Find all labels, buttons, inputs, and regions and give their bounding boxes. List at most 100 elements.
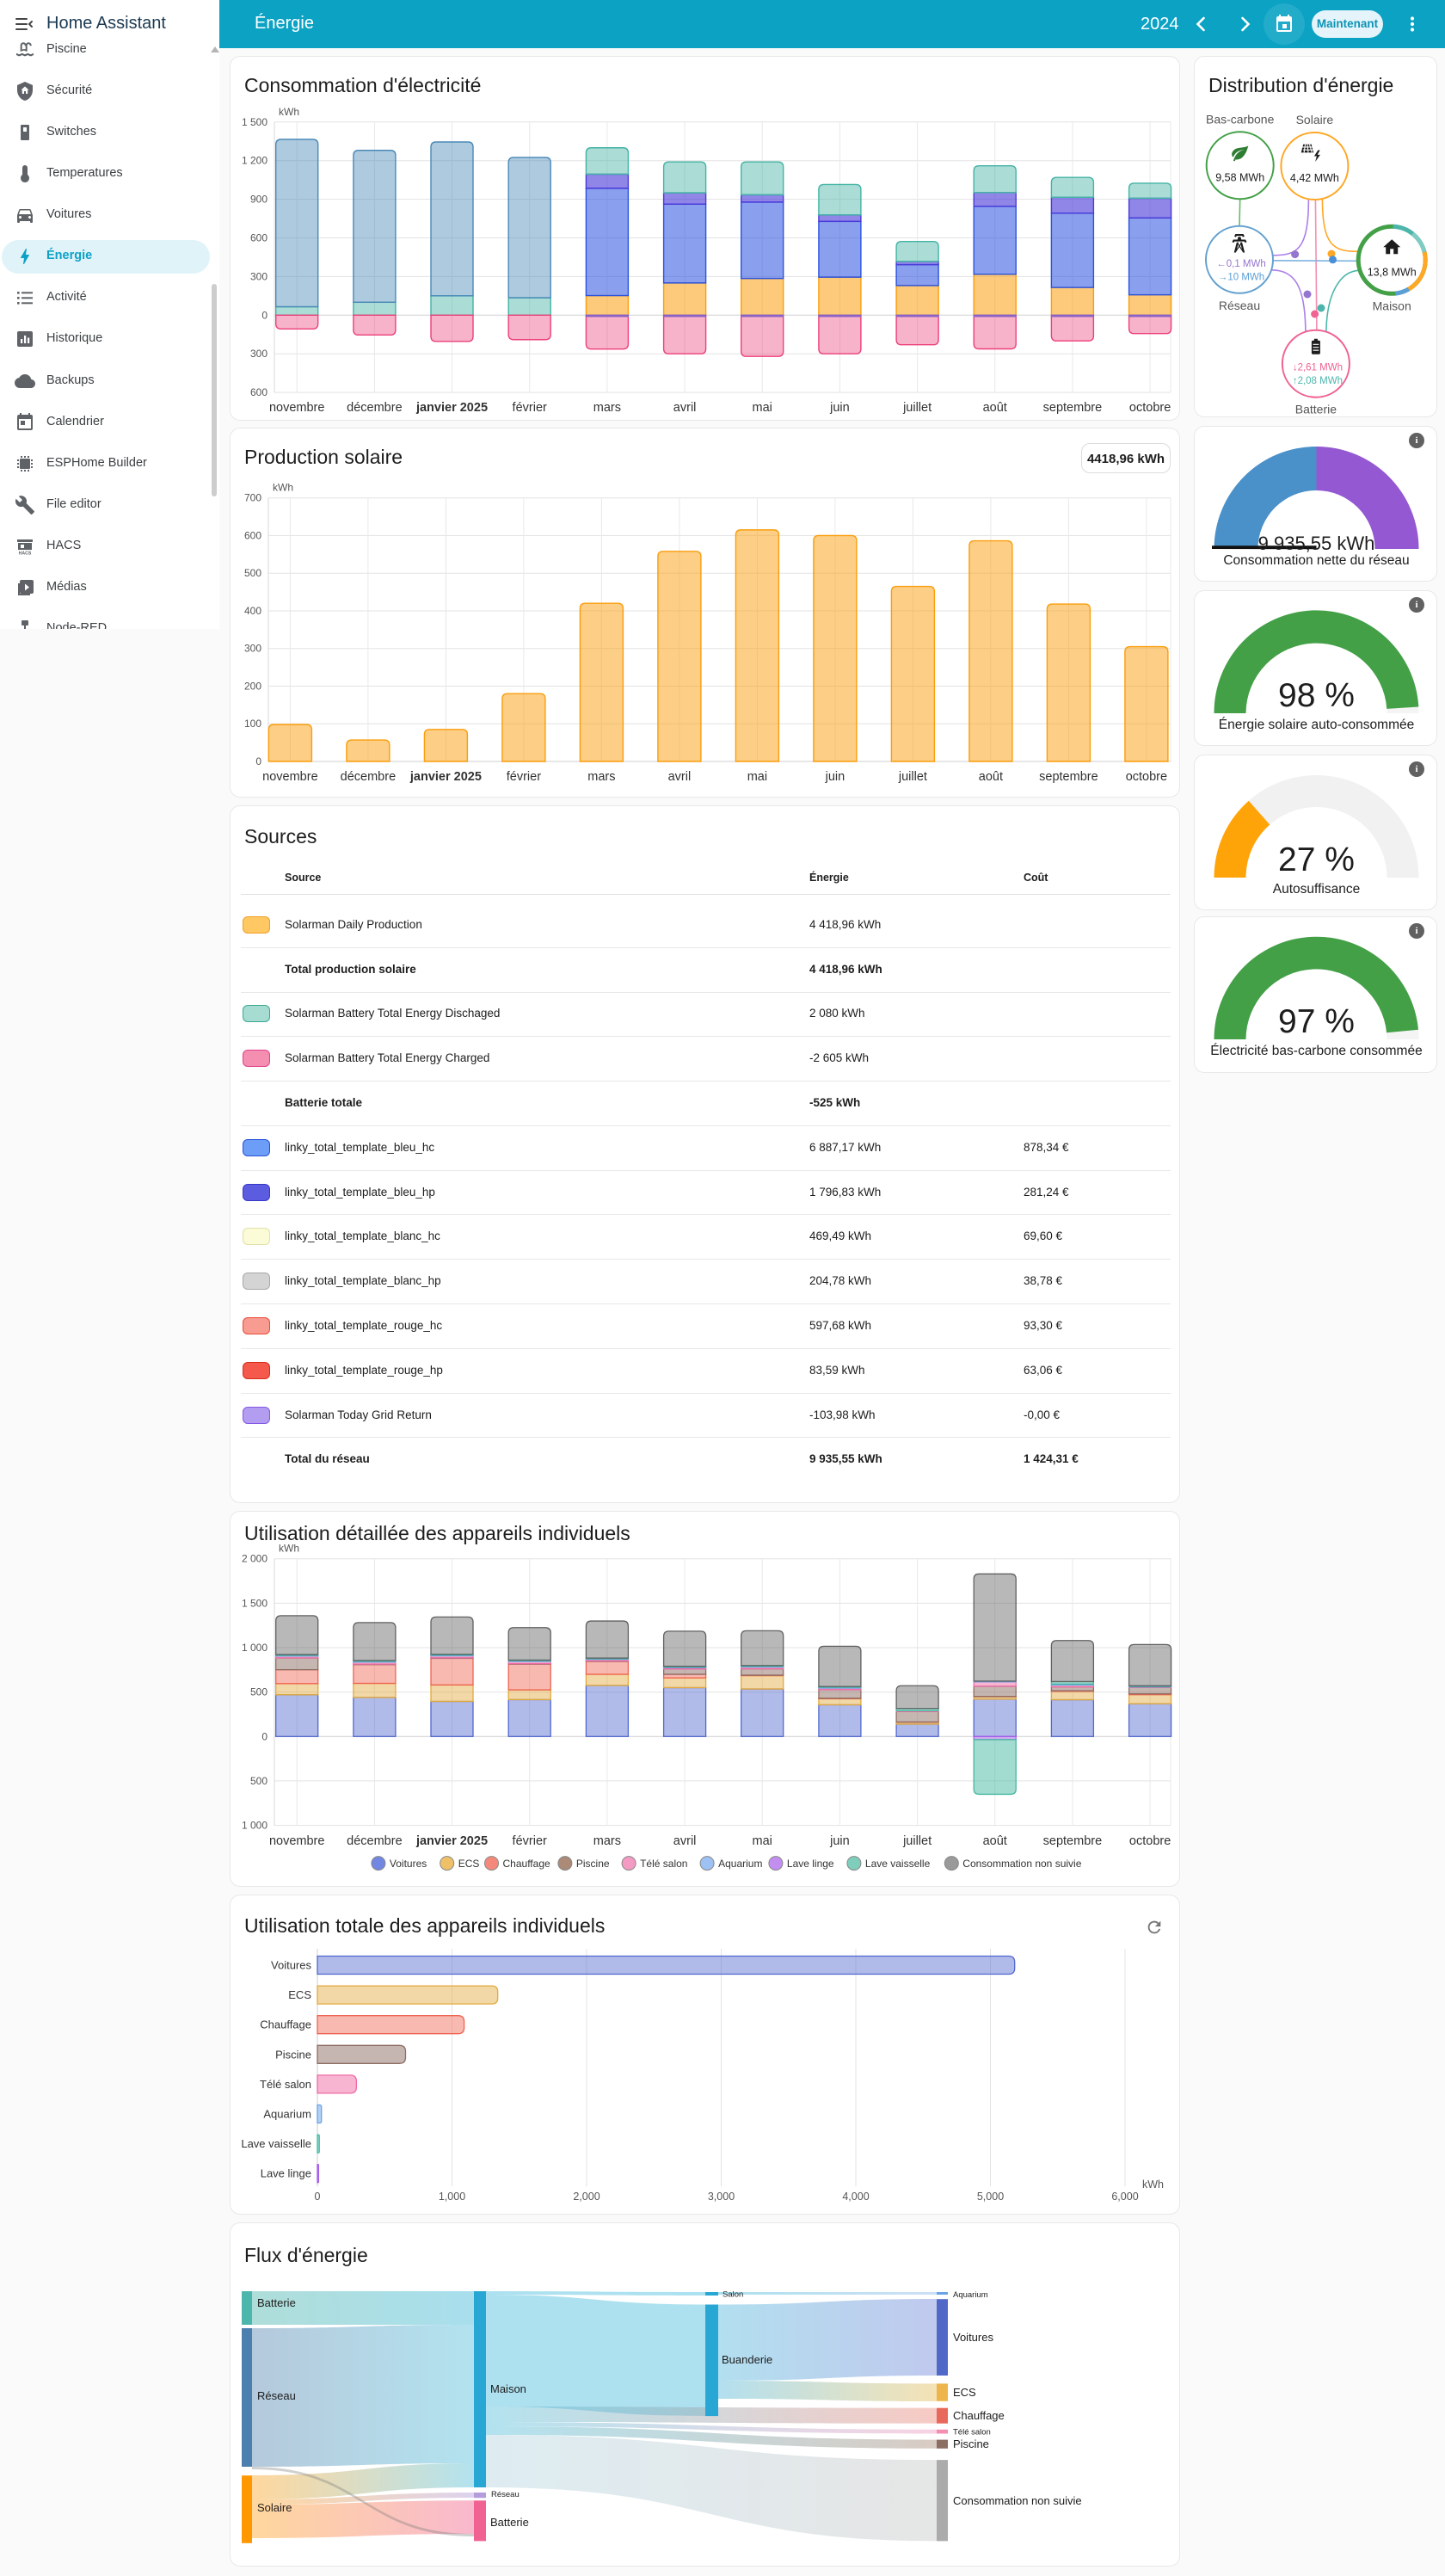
svg-text:Chauffage: Chauffage bbox=[260, 2018, 311, 2031]
svg-text:Lave linge: Lave linge bbox=[261, 2167, 311, 2180]
svg-text:octobre: octobre bbox=[1129, 1834, 1171, 1848]
svg-text:Voitures: Voitures bbox=[271, 1959, 311, 1972]
svg-text:Solaire: Solaire bbox=[257, 2501, 292, 2514]
svg-text:500: 500 bbox=[250, 1686, 267, 1698]
svg-text:Piscine: Piscine bbox=[275, 2048, 311, 2061]
svg-text:Piscine: Piscine bbox=[953, 2437, 989, 2450]
svg-text:novembre: novembre bbox=[269, 1834, 324, 1848]
svg-text:février: février bbox=[513, 401, 547, 415]
svg-text:février: février bbox=[513, 1834, 547, 1848]
svg-text:0: 0 bbox=[261, 309, 267, 321]
svg-text:Maison: Maison bbox=[1373, 299, 1411, 312]
svg-text:600: 600 bbox=[250, 386, 267, 398]
svg-text:700: 700 bbox=[244, 492, 261, 504]
svg-text:Télé salon: Télé salon bbox=[640, 1858, 687, 1870]
svg-text:1 500: 1 500 bbox=[242, 116, 267, 128]
svg-text:Aquarium: Aquarium bbox=[953, 2290, 988, 2300]
svg-text:juillet: juillet bbox=[902, 1834, 932, 1848]
svg-text:Réseau: Réseau bbox=[257, 2389, 296, 2402]
svg-text:kWh: kWh bbox=[279, 106, 299, 118]
svg-text:Lave linge: Lave linge bbox=[787, 1858, 834, 1870]
svg-text:1 500: 1 500 bbox=[242, 1597, 267, 1609]
svg-text:4,42 MWh: 4,42 MWh bbox=[1290, 172, 1339, 184]
svg-text:Télé salon: Télé salon bbox=[260, 2078, 311, 2091]
svg-text:juin: juin bbox=[829, 1834, 850, 1848]
svg-text:kWh: kWh bbox=[1142, 2179, 1164, 2191]
svg-text:5,000: 5,000 bbox=[977, 2191, 1004, 2203]
svg-text:Réseau: Réseau bbox=[1219, 299, 1260, 312]
svg-text:juillet: juillet bbox=[898, 770, 927, 784]
svg-text:ECS: ECS bbox=[288, 1988, 311, 2001]
svg-text:avril: avril bbox=[673, 1834, 697, 1848]
svg-text:Chauffage: Chauffage bbox=[953, 2409, 1005, 2422]
svg-text:0: 0 bbox=[315, 2191, 321, 2203]
svg-text:↓2,61 MWh: ↓2,61 MWh bbox=[1293, 363, 1343, 373]
svg-text:HACS: HACS bbox=[19, 552, 32, 557]
svg-text:Télé salon: Télé salon bbox=[953, 2428, 991, 2437]
svg-text:novembre: novembre bbox=[262, 770, 317, 784]
svg-text:janvier 2025: janvier 2025 bbox=[409, 770, 482, 784]
svg-text:↑2,08 MWh: ↑2,08 MWh bbox=[1293, 376, 1343, 386]
svg-text:300: 300 bbox=[244, 643, 261, 655]
svg-text:1,000: 1,000 bbox=[439, 2191, 465, 2203]
svg-text:1 000: 1 000 bbox=[242, 1820, 267, 1832]
svg-text:←0,1 MWh: ←0,1 MWh bbox=[1216, 259, 1266, 269]
svg-text:Solaire: Solaire bbox=[1296, 113, 1334, 126]
svg-text:0: 0 bbox=[255, 755, 261, 767]
svg-text:1 200: 1 200 bbox=[242, 155, 267, 167]
svg-text:décembre: décembre bbox=[347, 401, 402, 415]
svg-text:400: 400 bbox=[244, 605, 261, 617]
svg-text:mai: mai bbox=[753, 401, 772, 415]
svg-text:3,000: 3,000 bbox=[708, 2191, 735, 2203]
svg-text:Batterie: Batterie bbox=[490, 2516, 529, 2529]
svg-text:mars: mars bbox=[593, 401, 621, 415]
svg-text:juin: juin bbox=[829, 401, 850, 415]
svg-text:Bas-carbone: Bas-carbone bbox=[1206, 112, 1275, 126]
svg-text:avril: avril bbox=[673, 401, 697, 415]
svg-text:4,000: 4,000 bbox=[842, 2191, 869, 2203]
svg-text:mai: mai bbox=[753, 1834, 772, 1848]
svg-text:Piscine: Piscine bbox=[576, 1858, 610, 1870]
svg-text:Consommation non suivie: Consommation non suivie bbox=[953, 2494, 1082, 2507]
svg-text:Lave vaisselle: Lave vaisselle bbox=[241, 2137, 311, 2150]
svg-text:500: 500 bbox=[244, 567, 261, 579]
svg-text:décembre: décembre bbox=[341, 770, 396, 784]
svg-text:6,000: 6,000 bbox=[1111, 2191, 1138, 2203]
svg-text:Voitures: Voitures bbox=[953, 2331, 993, 2344]
svg-text:septembre: septembre bbox=[1043, 1834, 1103, 1848]
svg-text:200: 200 bbox=[244, 681, 261, 693]
svg-text:2 000: 2 000 bbox=[242, 1553, 267, 1565]
svg-text:900: 900 bbox=[250, 194, 267, 206]
svg-text:Salon: Salon bbox=[722, 2290, 743, 2300]
svg-text:mai: mai bbox=[747, 770, 767, 784]
svg-text:kWh: kWh bbox=[273, 482, 293, 494]
svg-text:octobre: octobre bbox=[1129, 401, 1171, 415]
svg-text:600: 600 bbox=[250, 232, 267, 244]
svg-text:Batterie: Batterie bbox=[1295, 403, 1337, 416]
svg-text:août: août bbox=[979, 770, 1003, 784]
svg-text:Aquarium: Aquarium bbox=[718, 1858, 762, 1870]
svg-text:septembre: septembre bbox=[1039, 770, 1098, 784]
svg-text:Maison: Maison bbox=[490, 2382, 526, 2395]
svg-text:septembre: septembre bbox=[1043, 401, 1103, 415]
svg-text:13,8 MWh: 13,8 MWh bbox=[1368, 266, 1417, 278]
svg-text:0: 0 bbox=[261, 1730, 267, 1742]
svg-text:Réseau: Réseau bbox=[491, 2490, 520, 2499]
svg-text:juillet: juillet bbox=[902, 401, 932, 415]
svg-text:Batterie: Batterie bbox=[257, 2296, 296, 2309]
svg-text:juin: juin bbox=[825, 770, 845, 784]
svg-text:1 000: 1 000 bbox=[242, 1642, 267, 1654]
svg-text:Lave vaisselle: Lave vaisselle bbox=[865, 1858, 931, 1870]
svg-text:janvier 2025: janvier 2025 bbox=[415, 1834, 488, 1848]
svg-text:300: 300 bbox=[250, 348, 267, 360]
svg-text:décembre: décembre bbox=[347, 1834, 402, 1848]
svg-text:mars: mars bbox=[593, 1834, 621, 1848]
svg-text:kWh: kWh bbox=[279, 1543, 299, 1555]
svg-text:ECS: ECS bbox=[953, 2386, 976, 2399]
svg-text:Chauffage: Chauffage bbox=[503, 1858, 550, 1870]
svg-text:octobre: octobre bbox=[1126, 770, 1167, 784]
svg-text:février: février bbox=[507, 770, 541, 784]
svg-text:janvier 2025: janvier 2025 bbox=[415, 401, 488, 415]
svg-text:août: août bbox=[983, 1834, 1007, 1848]
svg-text:100: 100 bbox=[244, 718, 261, 730]
